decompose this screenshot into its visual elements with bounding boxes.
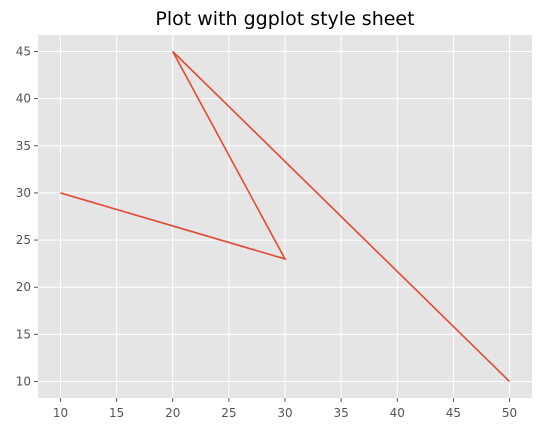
x-tick-label: 20	[165, 406, 180, 420]
chart-title: Plot with ggplot style sheet	[155, 8, 414, 30]
x-tick-label: 10	[53, 406, 68, 420]
grid	[38, 35, 532, 398]
y-tick-label: 40	[16, 92, 31, 106]
y-tick-label: 35	[16, 139, 31, 153]
x-tick-label: 15	[109, 406, 124, 420]
x-tick-label: 40	[390, 406, 405, 420]
x-tick-label: 50	[502, 406, 517, 420]
series	[60, 50, 511, 383]
series-line	[60, 50, 511, 383]
y-tick-label: 25	[16, 233, 31, 247]
x-tick-label: 25	[221, 406, 236, 420]
y-tick-label: 20	[16, 280, 31, 294]
x-tick-label: 45	[446, 406, 461, 420]
x-tick-label: 35	[333, 406, 348, 420]
y-tick-label: 45	[16, 45, 31, 59]
y-axis: 10 15 20 25 30 35 40 45	[16, 45, 38, 389]
x-tick-label: 30	[277, 406, 292, 420]
y-tick-label: 10	[16, 375, 31, 389]
y-tick-label: 15	[16, 327, 31, 341]
x-axis: 10 15 20 25 30 35 40 45 50	[53, 398, 517, 420]
y-tick-label: 30	[16, 186, 31, 200]
